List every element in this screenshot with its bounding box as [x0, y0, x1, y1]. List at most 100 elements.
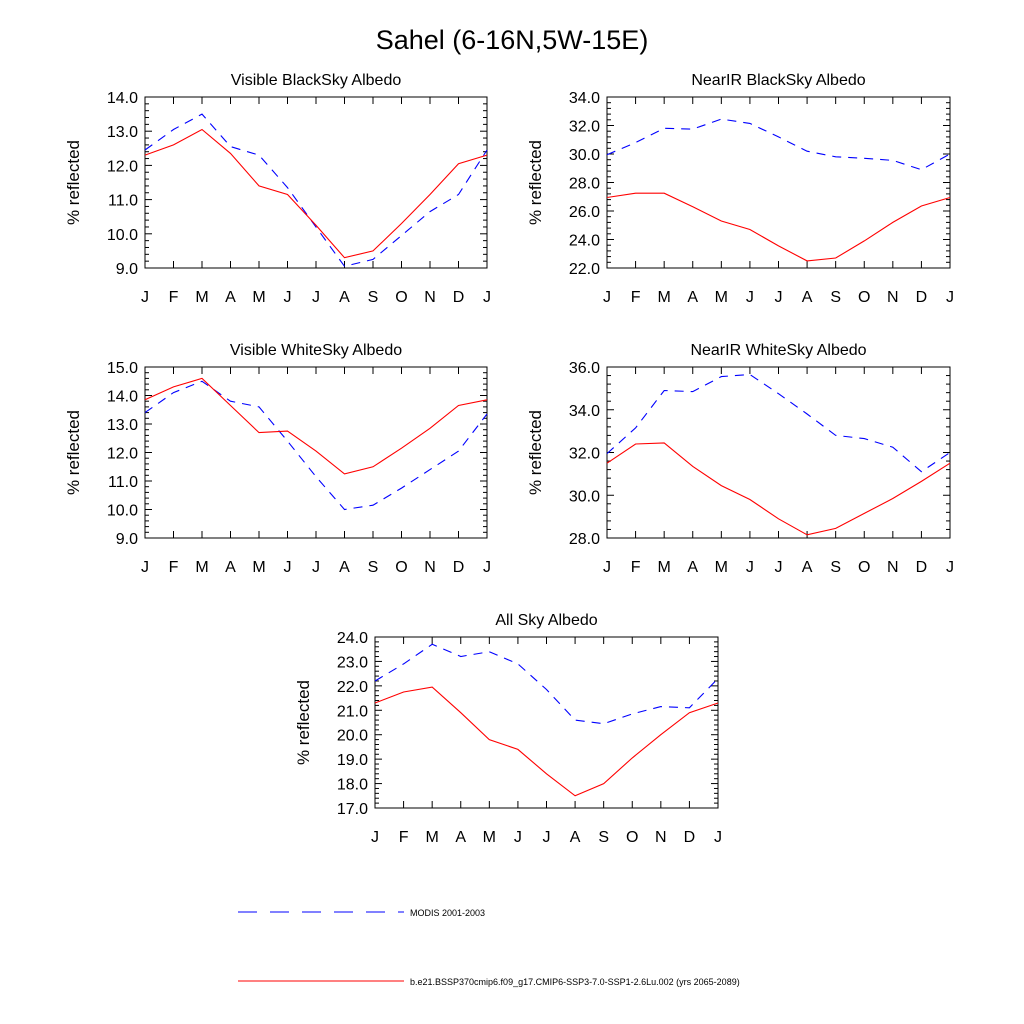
- x-tick-label: D: [916, 289, 928, 306]
- x-tick-label: A: [802, 289, 813, 306]
- x-tick-label: D: [916, 559, 928, 576]
- x-tick-label: J: [775, 559, 783, 576]
- x-tick-label: S: [368, 559, 379, 576]
- x-tick-label: J: [946, 559, 954, 576]
- x-tick-label: J: [746, 289, 754, 306]
- y-tick-label: 22.0: [569, 261, 600, 278]
- x-tick-label: A: [225, 289, 236, 306]
- series-line: [374, 686, 719, 797]
- x-tick-label: N: [424, 559, 436, 576]
- x-tick-label: J: [714, 829, 722, 846]
- y-tick-label: 21.0: [337, 703, 368, 720]
- x-tick-label: J: [312, 289, 320, 306]
- x-tick-label: A: [339, 289, 350, 306]
- y-tick-label: 22.0: [337, 679, 368, 696]
- series-line: [606, 118, 951, 171]
- y-tick-label: 14.0: [107, 389, 138, 406]
- series-line: [606, 192, 951, 262]
- x-tick-label: O: [395, 559, 407, 576]
- y-tick-label: 11.0: [108, 193, 138, 210]
- y-tick-label: 28.0: [569, 531, 600, 548]
- series-line: [374, 643, 719, 725]
- y-tick-label: 30.0: [569, 488, 600, 505]
- chart-panel: NearIR WhiteSky Albedo % reflected 28.0 30.…: [526, 342, 954, 576]
- x-tick-label: J: [514, 829, 522, 846]
- chart-panel: All Sky Albedo % reflected 17.0 18.0 19.0 20.…: [294, 612, 722, 846]
- x-tick-label: J: [284, 289, 292, 306]
- x-tick-label: A: [687, 559, 698, 576]
- y-tick-label: 10.0: [107, 503, 138, 520]
- y-tick-label: 34.0: [569, 403, 600, 420]
- x-tick-label: J: [603, 289, 611, 306]
- x-tick-label: J: [543, 829, 551, 846]
- x-tick-label: D: [684, 829, 696, 846]
- chart-panel: NearIR BlackSky Albedo % reflected 22.0 24.…: [526, 72, 954, 306]
- x-tick-label: O: [626, 829, 638, 846]
- chart-panel: Visible BlackSky Albedo % reflected 9.0 10.…: [64, 72, 491, 306]
- x-tick-label: J: [371, 829, 379, 846]
- x-tick-label: A: [570, 829, 581, 846]
- legend-label: MODIS 2001-2003: [410, 908, 485, 918]
- x-tick-label: F: [169, 289, 179, 306]
- x-tick-label: N: [887, 559, 899, 576]
- x-tick-label: J: [603, 559, 611, 576]
- y-tick-label: 18.0: [337, 777, 368, 794]
- series-line: [144, 380, 488, 511]
- x-tick-label: A: [339, 559, 350, 576]
- x-tick-label: S: [830, 289, 841, 306]
- y-tick-label: 32.0: [569, 119, 600, 136]
- x-tick-label: F: [631, 289, 641, 306]
- x-tick-label: M: [658, 289, 671, 306]
- y-axis-label: % reflected: [64, 410, 83, 495]
- plot-frame: [144, 366, 488, 539]
- series-line: [144, 113, 488, 267]
- y-tick-label: 12.0: [107, 158, 138, 175]
- legend: MODIS 2001-2003 b.e21.BSSP370cmip6.f09_g1…: [238, 908, 740, 987]
- x-tick-label: J: [284, 559, 292, 576]
- x-tick-label: F: [399, 829, 409, 846]
- x-tick-label: J: [483, 559, 491, 576]
- series-line: [144, 377, 488, 475]
- x-tick-label: M: [252, 559, 265, 576]
- y-tick-label: 12.0: [107, 446, 138, 463]
- chart-panel: Visible WhiteSky Albedo % reflected 9.0 10.…: [64, 342, 491, 576]
- x-tick-label: F: [169, 559, 179, 576]
- plot-frame: [144, 96, 488, 269]
- x-tick-label: N: [655, 829, 667, 846]
- y-tick-label: 28.0: [569, 176, 600, 193]
- y-tick-label: 30.0: [569, 147, 600, 164]
- x-tick-label: D: [453, 289, 465, 306]
- y-tick-label: 17.0: [337, 801, 368, 818]
- x-tick-label: J: [312, 559, 320, 576]
- x-tick-label: J: [946, 289, 954, 306]
- y-tick-label: 23.0: [337, 654, 368, 671]
- panel-title: Visible BlackSky Albedo: [231, 72, 402, 89]
- x-tick-label: A: [687, 289, 698, 306]
- panel-title: NearIR WhiteSky Albedo: [690, 342, 866, 359]
- y-tick-label: 32.0: [569, 446, 600, 463]
- y-tick-label: 26.0: [569, 204, 600, 221]
- x-tick-label: N: [424, 289, 436, 306]
- x-tick-label: M: [195, 559, 208, 576]
- x-tick-label: A: [225, 559, 236, 576]
- y-tick-label: 19.0: [337, 752, 368, 769]
- x-tick-label: A: [455, 829, 466, 846]
- panel-title: NearIR BlackSky Albedo: [691, 72, 865, 89]
- x-tick-label: S: [598, 829, 609, 846]
- y-tick-label: 24.0: [569, 233, 600, 250]
- x-tick-label: M: [715, 559, 728, 576]
- x-tick-label: M: [658, 559, 671, 576]
- x-tick-label: J: [746, 559, 754, 576]
- x-tick-label: J: [141, 289, 149, 306]
- y-tick-label: 34.0: [569, 90, 600, 107]
- x-tick-label: D: [453, 559, 465, 576]
- x-tick-label: J: [775, 289, 783, 306]
- y-axis-label: % reflected: [294, 680, 313, 765]
- x-tick-label: O: [395, 289, 407, 306]
- series-line: [144, 128, 488, 259]
- y-tick-label: 36.0: [569, 360, 600, 377]
- y-axis-label: % reflected: [526, 140, 545, 225]
- y-tick-label: 11.0: [108, 474, 138, 491]
- panels: Visible BlackSky Albedo % reflected 9.0 10.…: [64, 72, 954, 846]
